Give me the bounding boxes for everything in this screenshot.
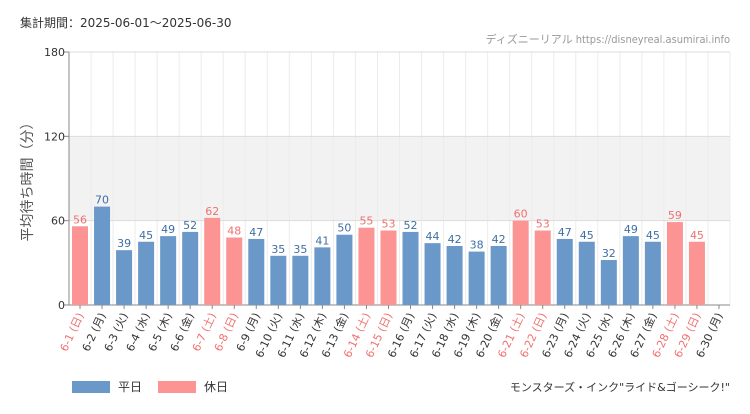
bar [644, 241, 661, 305]
bar [358, 227, 375, 305]
bar-value-label: 50 [337, 222, 351, 235]
bar-value-label: 52 [183, 219, 197, 232]
bar-value-label: 60 [514, 208, 528, 221]
bar-value-label: 32 [602, 247, 616, 260]
y-tick-label: 0 [58, 299, 65, 312]
bar-value-label: 38 [470, 239, 484, 252]
bar [94, 206, 111, 305]
bar [424, 243, 441, 305]
bar-value-label: 42 [492, 233, 506, 246]
bar [556, 238, 573, 305]
bar-value-label: 62 [205, 205, 219, 218]
bar [204, 217, 221, 305]
bar [336, 234, 353, 305]
bar-value-label: 42 [448, 233, 462, 246]
bar-value-label: 49 [161, 223, 175, 236]
y-tick-label: 120 [44, 130, 65, 143]
bar [578, 241, 595, 305]
bar [226, 237, 243, 305]
bar-value-label: 53 [536, 218, 550, 231]
weekday-swatch [72, 380, 110, 393]
bar [138, 241, 155, 305]
bar [116, 250, 133, 305]
bar-value-label: 47 [249, 226, 263, 239]
legend-weekday[interactable]: 平日 [72, 378, 142, 395]
bar [468, 251, 485, 305]
y-axis-title: 平均待ち時間（分） [20, 116, 36, 242]
legend-weekday-label: 平日 [118, 380, 143, 394]
y-tick-label: 60 [51, 215, 65, 228]
bar [182, 231, 199, 305]
bar-value-label: 55 [359, 215, 373, 228]
source-credit: ディズニーリアル https://disneyreal.asumirai.inf… [485, 33, 730, 46]
bar [534, 230, 551, 305]
bar-value-label: 45 [580, 229, 594, 242]
bar-value-label: 56 [73, 213, 87, 226]
collection-period: 集計期間：2025-06-01～2025-06-30 [20, 16, 232, 30]
bar [248, 238, 265, 305]
bar-value-label: 53 [381, 218, 395, 231]
bar [688, 241, 705, 305]
bar-value-label: 52 [404, 219, 418, 232]
bar-value-label: 47 [558, 226, 572, 239]
bar-value-label: 70 [95, 194, 109, 207]
bar [490, 245, 507, 305]
bar-value-label: 45 [139, 229, 153, 242]
bar-value-label: 35 [293, 243, 307, 256]
attraction-name: モンスターズ・インク"ライド&ゴーシーク!" [509, 381, 730, 394]
bar-value-label: 45 [690, 229, 704, 242]
bar [446, 245, 463, 305]
bar-value-label: 44 [426, 230, 440, 243]
bar [380, 230, 397, 305]
bar-value-label: 48 [227, 225, 241, 238]
legend-holiday[interactable]: 休日 [158, 378, 228, 395]
bar [292, 255, 309, 305]
legend-holiday-label: 休日 [204, 380, 229, 394]
bar [622, 236, 639, 305]
holiday-swatch [158, 380, 197, 393]
y-tick-label: 180 [44, 46, 65, 59]
bar-value-label: 39 [117, 237, 131, 250]
bar-value-label: 59 [668, 209, 682, 222]
bar [600, 260, 617, 305]
bar-value-label: 49 [624, 223, 638, 236]
bar [314, 247, 331, 305]
bar [72, 226, 89, 305]
bar [160, 236, 177, 305]
bar [666, 222, 683, 305]
bar [402, 231, 419, 305]
bar-value-label: 45 [646, 229, 660, 242]
bar [512, 220, 529, 305]
legend: 平日 休日 [72, 378, 244, 395]
bar [270, 255, 287, 305]
bar-value-label: 35 [271, 243, 285, 256]
bar-value-label: 41 [315, 234, 329, 247]
